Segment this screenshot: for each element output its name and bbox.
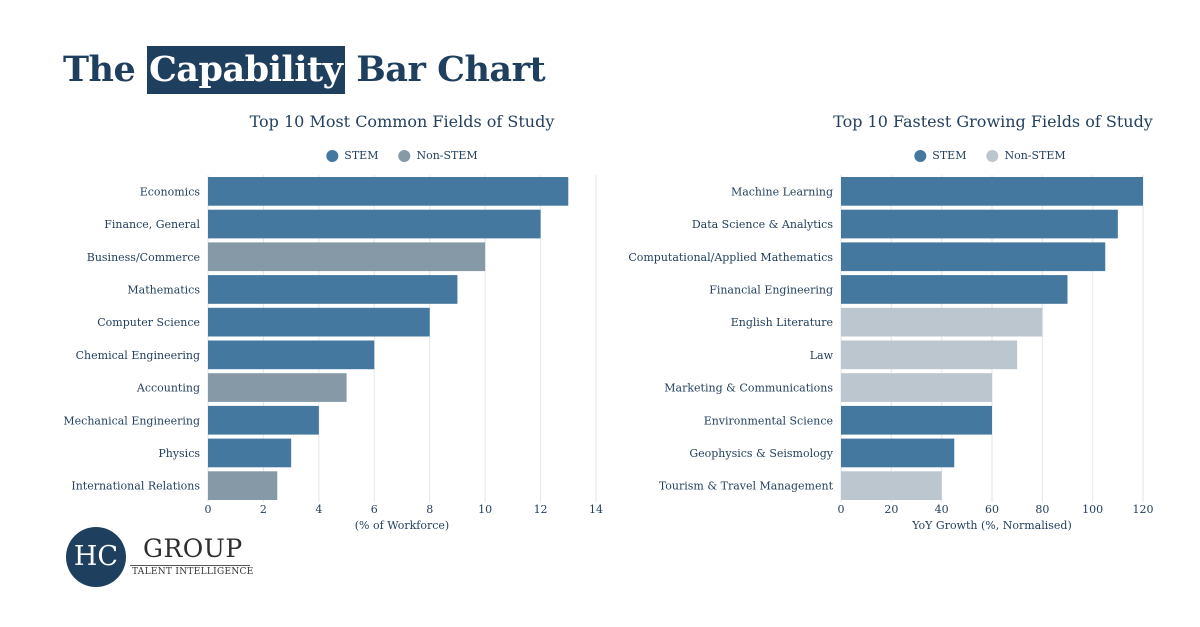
- left-chart-category-label: Accounting: [136, 382, 200, 395]
- right-chart-x-tick-label: 0: [838, 503, 845, 516]
- left-chart-title: Top 10 Most Common Fields of Study: [249, 112, 555, 131]
- right-chart-x-tick-label: 120: [1133, 503, 1154, 516]
- left-chart-x-tick-label: 4: [315, 503, 322, 516]
- legend-swatch-stem: [326, 149, 339, 162]
- legend-swatch-stem: [914, 149, 927, 162]
- left-chart-x-tick-label: 6: [371, 503, 378, 516]
- left-chart-x-tick-label: 14: [589, 503, 603, 516]
- right-chart-x-tick-label: 100: [1082, 503, 1103, 516]
- page-title: The Capability Bar Chart: [63, 46, 546, 94]
- left-chart-category-label: Physics: [158, 447, 200, 460]
- right-chart-legend: STEM Non-STEM: [904, 149, 1075, 162]
- right-chart-category-label: Geophysics & Seismology: [689, 447, 833, 460]
- legend-label-nonstem: Non-STEM: [1004, 149, 1066, 162]
- left-chart-bar: [208, 177, 569, 206]
- legend-item-nonstem: Non-STEM: [398, 149, 478, 162]
- left-chart-category-label: Economics: [140, 185, 201, 198]
- right-chart-category-label: Machine Learning: [731, 185, 833, 198]
- right-chart-title: Top 10 Fastest Growing Fields of Study: [833, 112, 1153, 131]
- title-before: The: [63, 49, 147, 90]
- left-chart-x-tick-label: 12: [534, 503, 548, 516]
- title-after: Bar Chart: [344, 49, 546, 90]
- left-chart-x-tick-label: 8: [426, 503, 433, 516]
- legend-label-nonstem: Non-STEM: [416, 149, 478, 162]
- left-chart-category-label: Mechanical Engineering: [63, 414, 200, 427]
- right-chart-bar: [841, 405, 992, 435]
- left-chart-x-tick-label: 10: [478, 503, 492, 516]
- legend-label-stem: STEM: [932, 149, 967, 162]
- left-chart-category-label: Business/Commerce: [87, 251, 200, 264]
- legend-item-nonstem: Non-STEM: [986, 149, 1066, 162]
- left-chart-bar: [208, 242, 486, 272]
- left-chart-legend: STEM Non-STEM: [316, 149, 487, 162]
- right-chart-category-label: Marketing & Communications: [664, 382, 833, 395]
- logo-subtitle: TALENT INTELLIGENCE: [132, 567, 254, 577]
- title-highlight: Capability: [146, 46, 345, 94]
- right-chart-x-tick-label: 40: [935, 503, 949, 516]
- left-chart-bar: [208, 340, 375, 370]
- left-chart-bar: [208, 471, 278, 500]
- right-chart-category-label: Computational/Applied Mathematics: [628, 251, 833, 264]
- logo-mark: HC: [66, 527, 126, 587]
- left-chart-x-tick-label: 0: [205, 503, 212, 516]
- left-chart-bar: [208, 307, 430, 337]
- legend-item-stem: STEM: [326, 149, 378, 162]
- legend-item-stem: STEM: [914, 149, 966, 162]
- right-chart-category-label: Environmental Science: [704, 414, 833, 427]
- right-chart-category-label: English Literature: [731, 316, 833, 329]
- right-chart-x-axis-label: YoY Growth (%, Normalised): [911, 519, 1072, 532]
- legend-swatch-nonstem: [986, 149, 999, 162]
- right-chart-bar: [841, 209, 1118, 239]
- left-chart-bar: [208, 209, 541, 239]
- left-chart-bar: [208, 405, 319, 435]
- right-chart-bar: [841, 242, 1106, 272]
- right-chart-bar: [841, 340, 1018, 370]
- right-chart-x-tick-label: 20: [884, 503, 898, 516]
- left-chart-bar: [208, 373, 347, 402]
- right-chart-category-label: Law: [810, 349, 834, 362]
- logo-wordmark: GROUP: [143, 534, 243, 563]
- right-chart-bar: [841, 373, 992, 402]
- legend-swatch-nonstem: [398, 149, 411, 162]
- left-chart-x-axis-label: (% of Workforce): [355, 519, 449, 532]
- right-chart-bar: [841, 177, 1143, 206]
- left-chart-category-label: Finance, General: [104, 218, 200, 231]
- left-chart-bar: [208, 275, 458, 304]
- right-chart-category-label: Tourism & Travel Management: [659, 480, 834, 493]
- right-chart-category-label: Financial Engineering: [709, 283, 833, 296]
- logo-divider: [130, 565, 250, 566]
- left-chart-category-label: Computer Science: [97, 316, 200, 329]
- right-chart-x-tick-label: 60: [985, 503, 999, 516]
- right-chart-category-label: Data Science & Analytics: [692, 218, 834, 231]
- company-logo: HC GROUP TALENT INTELLIGENCE: [66, 527, 256, 589]
- right-chart-bar: [841, 471, 942, 500]
- right-chart-bar: [841, 307, 1043, 337]
- legend-label-stem: STEM: [344, 149, 379, 162]
- right-chart-bar: [841, 438, 955, 468]
- left-chart-category-label: Mathematics: [127, 283, 200, 296]
- left-chart-category-label: International Relations: [71, 480, 200, 493]
- right-chart-x-tick-label: 80: [1035, 503, 1049, 516]
- right-chart-bar: [841, 275, 1068, 304]
- left-chart-category-label: Chemical Engineering: [76, 349, 200, 362]
- left-chart-bar: [208, 438, 292, 468]
- left-chart-x-tick-label: 2: [260, 503, 267, 516]
